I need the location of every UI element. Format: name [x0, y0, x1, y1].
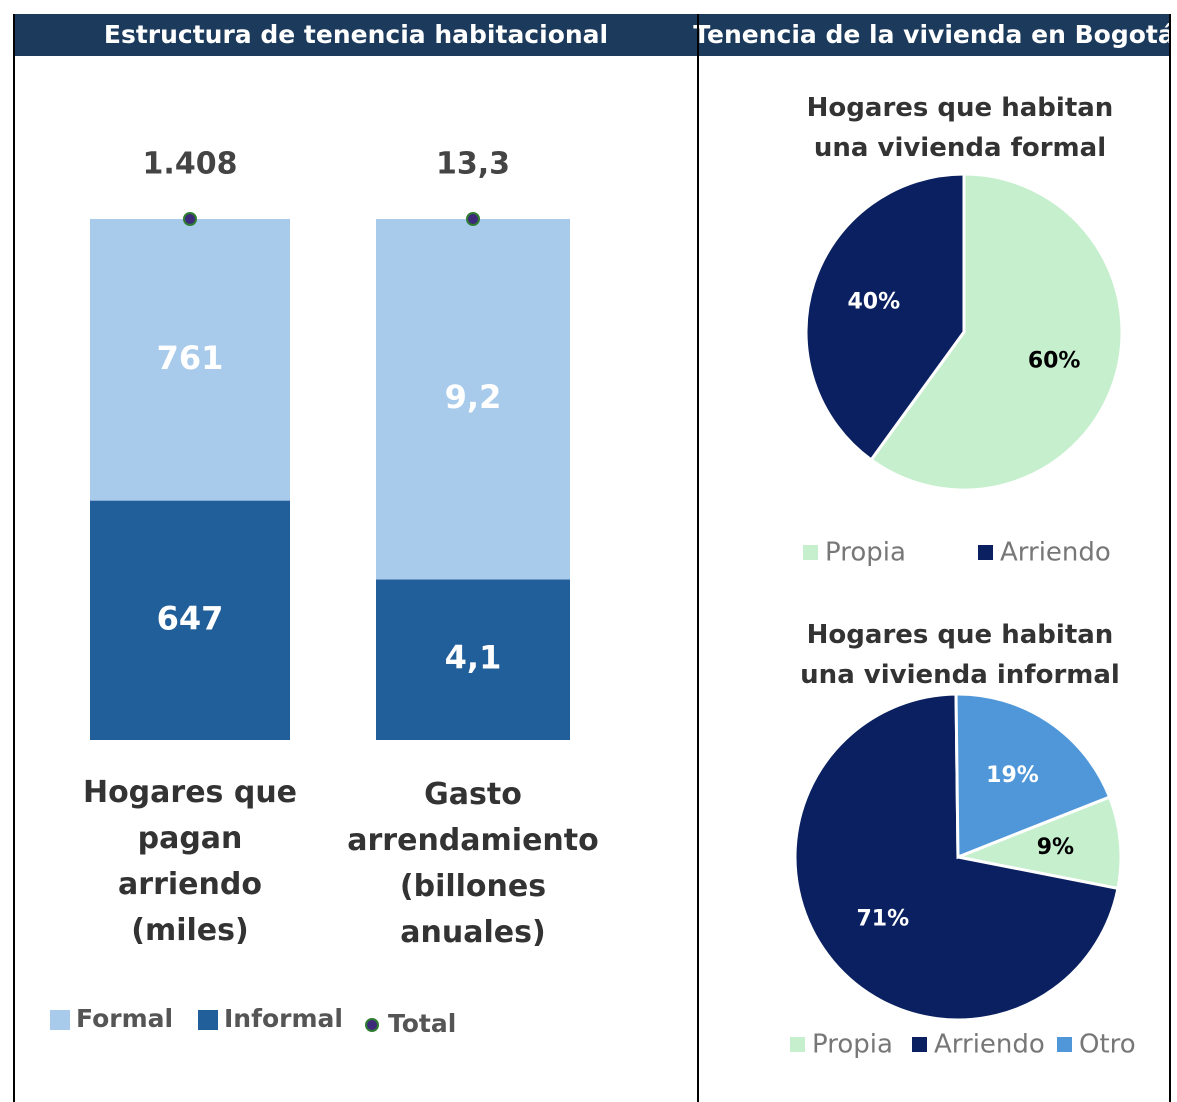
bar-segment [90, 500, 290, 740]
legend-swatch [912, 1037, 927, 1052]
pie-slice [954, 692, 1112, 860]
legend-label: Informal [224, 1004, 343, 1033]
pie-label: 19% [986, 763, 1039, 788]
legend-label: Otro [1079, 1030, 1136, 1060]
total-dot [183, 212, 197, 226]
bar-segment [90, 219, 290, 501]
total-label: 1.408 [143, 147, 238, 182]
bar-segment [376, 579, 570, 740]
legend-label: Arriendo [934, 1030, 1045, 1060]
legend-swatch [790, 1037, 805, 1052]
legend-swatch [978, 545, 993, 560]
category-label: Hogares que pagan arriendo (miles) [82, 775, 298, 948]
bar-segment [376, 219, 570, 580]
value-label: 9,2 [445, 378, 502, 416]
header-left: Estructura de tenencia habitacional [104, 20, 608, 49]
category-label: Gasto arrendamiento (billones anuales) [347, 777, 599, 950]
header-bar [14, 14, 1170, 56]
pie-label: 40% [848, 290, 901, 315]
legend-label: Propia [812, 1030, 893, 1060]
legend-label: Total [388, 1009, 456, 1038]
legend-swatch [198, 1010, 218, 1030]
legend-dot [365, 1018, 379, 1032]
pie-label: 9% [1037, 835, 1074, 860]
pie-slice [869, 172, 1124, 492]
legend-label: Formal [76, 1004, 173, 1033]
total-label: 13,3 [436, 147, 510, 182]
pie-title: Hogares que habitan una vivienda informa… [800, 620, 1120, 690]
pie-label: 71% [857, 907, 910, 932]
pie-slice [804, 172, 966, 462]
pie-title: Hogares que habitan una vivienda formal [806, 93, 1114, 163]
legend-label: Arriendo [1000, 538, 1111, 568]
value-label: 647 [157, 599, 224, 637]
pie-slice [952, 795, 1123, 891]
legend-swatch [803, 545, 818, 560]
legend-swatch [50, 1010, 70, 1030]
header-right: Tenencia de la vivienda en Bogotá [693, 20, 1174, 49]
pie-label: 60% [1028, 348, 1081, 373]
value-label: 761 [157, 339, 224, 377]
value-label: 4,1 [445, 639, 502, 677]
total-dot [466, 212, 480, 226]
legend-label: Propia [825, 538, 906, 568]
pie-slice [793, 692, 1120, 1022]
legend-swatch [1057, 1037, 1072, 1052]
